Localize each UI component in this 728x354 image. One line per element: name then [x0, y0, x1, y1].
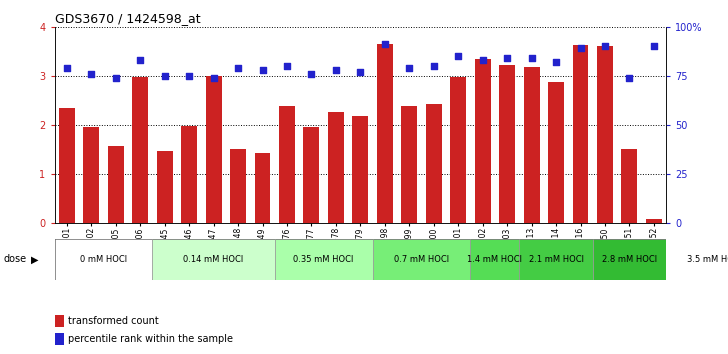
Bar — [59, 108, 75, 223]
Bar — [255, 153, 271, 223]
Bar — [108, 146, 124, 223]
Point — [85, 71, 97, 76]
Point — [526, 55, 537, 61]
Point — [183, 73, 195, 79]
Point — [257, 67, 269, 73]
Bar — [55, 333, 64, 345]
Bar — [304, 127, 320, 223]
Point — [207, 75, 219, 80]
Text: 1.4 mM HOCl: 1.4 mM HOCl — [467, 255, 523, 264]
Point — [330, 67, 341, 73]
Bar — [499, 65, 515, 223]
Point — [306, 71, 317, 76]
Bar — [470, 239, 519, 280]
Bar — [426, 104, 442, 223]
Point — [281, 63, 293, 69]
Text: dose: dose — [4, 254, 27, 264]
Text: 2.1 mM HOCl: 2.1 mM HOCl — [529, 255, 584, 264]
Point — [452, 53, 464, 59]
Bar — [205, 76, 221, 223]
Point — [550, 59, 562, 65]
Bar — [373, 239, 470, 280]
Point — [135, 57, 146, 63]
Bar — [572, 45, 588, 223]
Bar — [593, 239, 666, 280]
Text: GDS3670 / 1424598_at: GDS3670 / 1424598_at — [55, 12, 200, 25]
Text: 2.8 mM HOCl: 2.8 mM HOCl — [602, 255, 657, 264]
Bar — [622, 149, 638, 223]
Bar — [646, 219, 662, 223]
Bar — [666, 239, 728, 280]
Point — [159, 73, 170, 79]
Text: 0.14 mM HOCl: 0.14 mM HOCl — [183, 255, 244, 264]
Point — [428, 63, 440, 69]
Text: ▶: ▶ — [31, 254, 39, 264]
Bar — [181, 126, 197, 223]
Bar — [83, 127, 99, 223]
Point — [574, 45, 586, 51]
Point — [648, 44, 660, 49]
Bar — [450, 77, 466, 223]
Bar — [377, 44, 393, 223]
Point — [355, 69, 366, 75]
Text: 3.5 mM HOCl: 3.5 mM HOCl — [687, 255, 728, 264]
Bar — [152, 239, 274, 280]
Point — [477, 57, 488, 63]
Bar — [279, 106, 295, 223]
Point — [379, 41, 391, 47]
Bar — [132, 77, 149, 223]
Bar — [523, 67, 539, 223]
Point — [599, 44, 611, 49]
Text: percentile rank within the sample: percentile rank within the sample — [68, 334, 233, 344]
Bar — [55, 315, 64, 327]
Text: transformed count: transformed count — [68, 316, 159, 326]
Bar — [328, 112, 344, 223]
Point — [624, 75, 636, 80]
Text: 0.7 mM HOCl: 0.7 mM HOCl — [394, 255, 449, 264]
Bar — [401, 106, 417, 223]
Point — [403, 65, 415, 71]
Bar — [548, 82, 564, 223]
Point — [110, 75, 122, 80]
Bar — [475, 59, 491, 223]
Bar — [352, 116, 368, 223]
Text: 0.35 mM HOCl: 0.35 mM HOCl — [293, 255, 354, 264]
Bar — [274, 239, 373, 280]
Point — [232, 65, 244, 71]
Bar — [519, 239, 593, 280]
Bar — [55, 239, 152, 280]
Text: 0 mM HOCl: 0 mM HOCl — [80, 255, 127, 264]
Point — [61, 65, 73, 71]
Bar — [157, 151, 173, 223]
Bar — [230, 149, 246, 223]
Point — [502, 55, 513, 61]
Bar — [597, 46, 613, 223]
